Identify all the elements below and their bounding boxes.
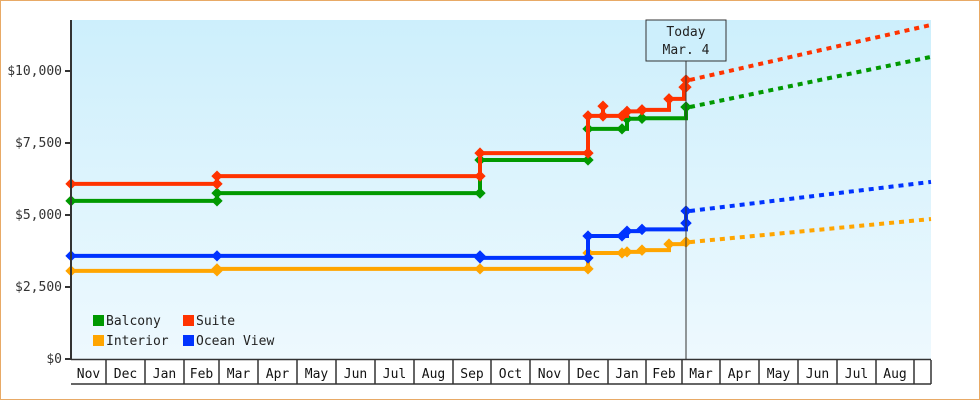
- data-point[interactable]: [211, 170, 223, 182]
- data-point[interactable]: [621, 225, 633, 237]
- data-point[interactable]: [211, 250, 223, 262]
- month-label: Apr: [266, 367, 290, 382]
- data-point[interactable]: [636, 244, 648, 256]
- data-point[interactable]: [474, 263, 486, 275]
- y-tick-label: $5,000: [15, 208, 62, 223]
- month-label: Jul: [845, 367, 868, 382]
- plot-area: [71, 20, 931, 359]
- legend-label: Balcony: [106, 314, 161, 329]
- data-point[interactable]: [663, 238, 675, 250]
- month-label: Feb: [652, 367, 676, 382]
- month-label: Jun: [344, 367, 367, 382]
- data-point[interactable]: [211, 195, 223, 207]
- data-point[interactable]: [211, 263, 223, 275]
- today-label: Today: [666, 25, 705, 40]
- y-tick-label: $10,000: [7, 64, 62, 79]
- data-point[interactable]: [636, 223, 648, 236]
- month-label: Oct: [499, 367, 522, 382]
- month-label: Jun: [806, 367, 829, 382]
- month-label: Aug: [422, 367, 445, 382]
- forecast-line: [689, 54, 932, 109]
- month-label: Dec: [577, 367, 600, 382]
- forecast-line: [689, 217, 932, 245]
- month-label: Aug: [883, 367, 906, 382]
- data-point[interactable]: [621, 246, 633, 258]
- data-point[interactable]: [474, 147, 486, 159]
- data-point[interactable]: [582, 147, 594, 159]
- data-point[interactable]: [582, 230, 594, 242]
- legend-swatch: [93, 335, 104, 346]
- month-label: Jul: [383, 367, 406, 382]
- month-label: Feb: [190, 367, 214, 382]
- data-point[interactable]: [582, 154, 594, 166]
- legend-label: Suite: [196, 314, 235, 329]
- data-point[interactable]: [211, 187, 223, 199]
- y-tick-label: $0: [46, 352, 62, 367]
- month-label: Mar: [227, 367, 251, 382]
- legend-swatch: [93, 315, 104, 326]
- data-point[interactable]: [582, 263, 594, 275]
- month-label: Nov: [77, 367, 101, 382]
- legend: Balcony Suite Interior Ocean View: [93, 314, 274, 349]
- month-label: May: [767, 367, 791, 382]
- legend-label: Interior: [106, 334, 169, 349]
- data-point[interactable]: [474, 187, 486, 199]
- legend-swatch: [183, 315, 194, 326]
- month-label: May: [305, 367, 329, 382]
- month-label: Jan: [615, 367, 638, 382]
- y-ticks: $0 $2,500 $5,000 $7,500 $10,000: [7, 64, 71, 367]
- y-tick-label: $2,500: [15, 280, 62, 295]
- month-label: Apr: [728, 367, 752, 382]
- month-label: Mar: [689, 367, 713, 382]
- forecast-line: [689, 179, 932, 213]
- x-axis-months: Nov Dec Jan Feb Mar Apr May Jun Jul Aug Sep Oct Nov D…: [71, 358, 932, 385]
- data-point[interactable]: [211, 178, 223, 190]
- today-box: [645, 19, 727, 62]
- month-label: Dec: [114, 367, 137, 382]
- month-label: Sep: [460, 367, 484, 382]
- legend-swatch: [183, 335, 194, 346]
- month-label: Nov: [538, 367, 562, 382]
- data-point[interactable]: [474, 170, 486, 182]
- legend-label: Ocean View: [196, 334, 274, 349]
- month-label: Jan: [153, 367, 176, 382]
- y-tick-label: $7,500: [15, 136, 62, 151]
- today-date: Mar. 4: [663, 43, 710, 58]
- forecast-line: [689, 22, 932, 82]
